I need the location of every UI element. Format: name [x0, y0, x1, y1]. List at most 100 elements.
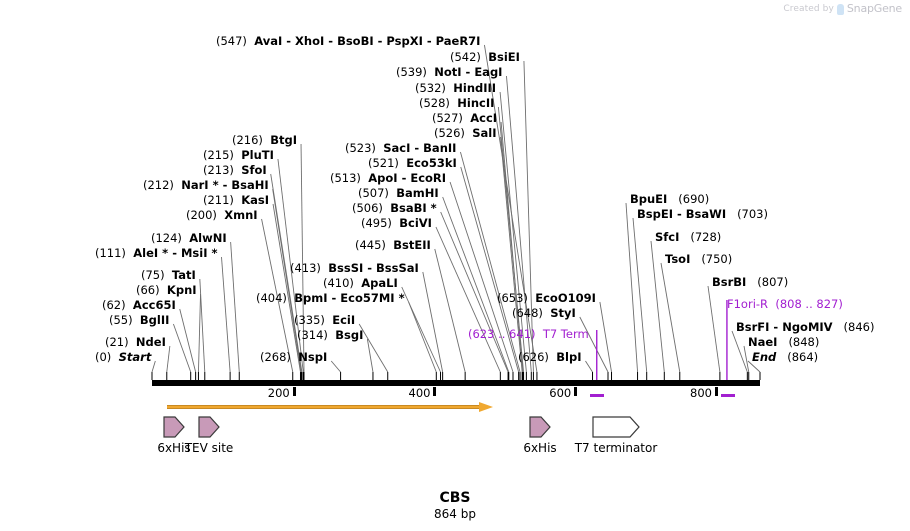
site-position: (66) [136, 283, 160, 297]
site-enzyme-name: BpmI - Eco57MI * [294, 291, 405, 305]
site-enzyme-name: BamHI [396, 186, 439, 200]
enzyme-site-label: End (864) [752, 351, 818, 363]
site-enzyme-name: AleI * - MsiI * [133, 246, 218, 260]
feature-glyph-6xHis-2[interactable]: 6xHis [523, 415, 557, 455]
ruler-tick-label: 600 [549, 386, 572, 400]
enzyme-site-label: (527) AccI [432, 112, 497, 124]
enzyme-site-label: (111) AleI * - MsiI * [95, 247, 218, 259]
leader-line [731, 330, 748, 373]
snapgene-logo-icon [836, 4, 844, 15]
enzyme-site-label: (445) BstEII [355, 239, 431, 251]
enzyme-site-label: (539) NotI - EagI [396, 66, 502, 78]
site-position: (864) [787, 350, 819, 364]
leader-line [221, 256, 231, 373]
leader-line [599, 301, 612, 373]
leader-line [625, 202, 639, 373]
site-enzyme-name: AccI [470, 111, 498, 125]
site-position: (335) [294, 313, 325, 327]
site-enzyme-name: BstEII [393, 238, 431, 252]
orf-arrow-shaft [167, 405, 479, 409]
site-position: (410) [323, 276, 354, 290]
feature-glyph-TEV-site[interactable]: TEV site [185, 415, 233, 455]
enzyme-site-label: (21) NdeI [105, 336, 166, 348]
site-position: (527) [432, 111, 463, 125]
feature-name: T7 Term [542, 327, 589, 341]
site-enzyme-name: SacI - BanII [383, 141, 457, 155]
enzyme-site-label: (211) KasI [203, 194, 269, 206]
leader-line [434, 248, 466, 373]
enzyme-site-label: (75) TatI [141, 269, 196, 281]
enzyme-site-label: (55) BglII [109, 314, 169, 326]
feature-mark [590, 394, 605, 397]
leader-line [330, 360, 341, 373]
enzyme-site-label: (212) NarI * - BsaHI [143, 179, 269, 191]
site-position: (750) [701, 252, 733, 266]
feature-glyph-T7-terminator[interactable]: T7 terminator [575, 415, 657, 455]
site-enzyme-name: NspI [298, 350, 328, 364]
site-enzyme-name: XmnI [224, 208, 258, 222]
enzyme-site-label: (213) SfoI [203, 164, 267, 176]
site-enzyme-name: BlpI [556, 350, 582, 364]
site-enzyme-name: Eco53kI [406, 156, 457, 170]
ruler-tick-label: 800 [690, 386, 712, 400]
feature-glyph-6xHis-1[interactable]: 6xHis [157, 415, 191, 455]
site-enzyme-name: BssSI - BssSaI [328, 261, 419, 275]
leader-line [523, 60, 534, 373]
leader-line [358, 323, 389, 373]
plasmid-size: 864 bp [434, 507, 476, 521]
ruler-tick-label: 200 [267, 386, 290, 400]
feature-glyph-label: 6xHis [523, 441, 557, 455]
ruler-tick [292, 387, 296, 396]
site-position: (526) [434, 126, 465, 140]
enzyme-site-label: (648) StyI [512, 307, 576, 319]
site-enzyme-name: NotI - EagI [434, 65, 503, 79]
site-position: (703) [737, 207, 768, 221]
site-enzyme-name: SalI [472, 126, 497, 140]
ruler-tick [433, 387, 437, 396]
site-enzyme-name: NdeI [135, 335, 166, 349]
leader-line [632, 217, 648, 373]
leader-line [408, 301, 437, 373]
enzyme-site-label: (513) ApoI - EcoRI [330, 172, 446, 184]
site-enzyme-name: PluTI [241, 148, 274, 162]
site-position: (55) [109, 313, 133, 327]
enzyme-site-label: (507) BamHI [358, 187, 439, 199]
feature-range: (623 .. 641) [468, 327, 536, 341]
leader-line [179, 308, 197, 373]
enzyme-site-label: (521) Eco53kI [368, 157, 457, 169]
enzyme-site-label: (526) SalI [434, 127, 497, 139]
site-enzyme-name: AvaI - XhoI - BsoBI - PspXI - PaeR7I [254, 34, 481, 48]
site-position: (495) [361, 216, 392, 230]
feature-arrow-icon [592, 416, 640, 438]
site-enzyme-name: NaeI [748, 335, 778, 349]
enzyme-site-label: (62) Acc65I [102, 299, 176, 311]
plasmid-title-block: CBS 864 bp [0, 490, 910, 522]
orf-arrow [167, 402, 493, 412]
enzyme-site-label: (314) BsgI [297, 329, 363, 341]
site-enzyme-name: HindIII [453, 81, 497, 95]
leader-line [585, 360, 593, 373]
site-position: (124) [151, 231, 182, 245]
site-position: (523) [345, 141, 376, 155]
enzyme-site-label: NaeI (848) [748, 336, 819, 348]
ruler-bar [152, 380, 760, 386]
enzyme-site-label: (404) BpmI - Eco57MI * [256, 292, 405, 304]
site-enzyme-name: StyI [550, 306, 576, 320]
feature-arrow-icon [529, 416, 551, 438]
leader-line [401, 286, 441, 373]
site-enzyme-name: SfoI [241, 163, 267, 177]
site-position: (653) [497, 291, 528, 305]
enzyme-site-label: (335) EciI [294, 314, 355, 326]
ruler-tick [714, 387, 718, 396]
site-position: (445) [355, 238, 386, 252]
site-enzyme-name: KasI [241, 193, 270, 207]
enzyme-site-label: (66) KpnI [136, 284, 197, 296]
site-position: (846) [843, 320, 875, 334]
leader-line [199, 278, 206, 373]
enzyme-site-label: (547) AvaI - XhoI - BsoBI - PspXI - PaeR… [216, 35, 480, 47]
ruler-tick [574, 387, 578, 396]
feature-range: (808 .. 827) [775, 297, 843, 311]
site-enzyme-name: Acc65I [132, 298, 176, 312]
site-enzyme-name: BsgI [335, 328, 364, 342]
